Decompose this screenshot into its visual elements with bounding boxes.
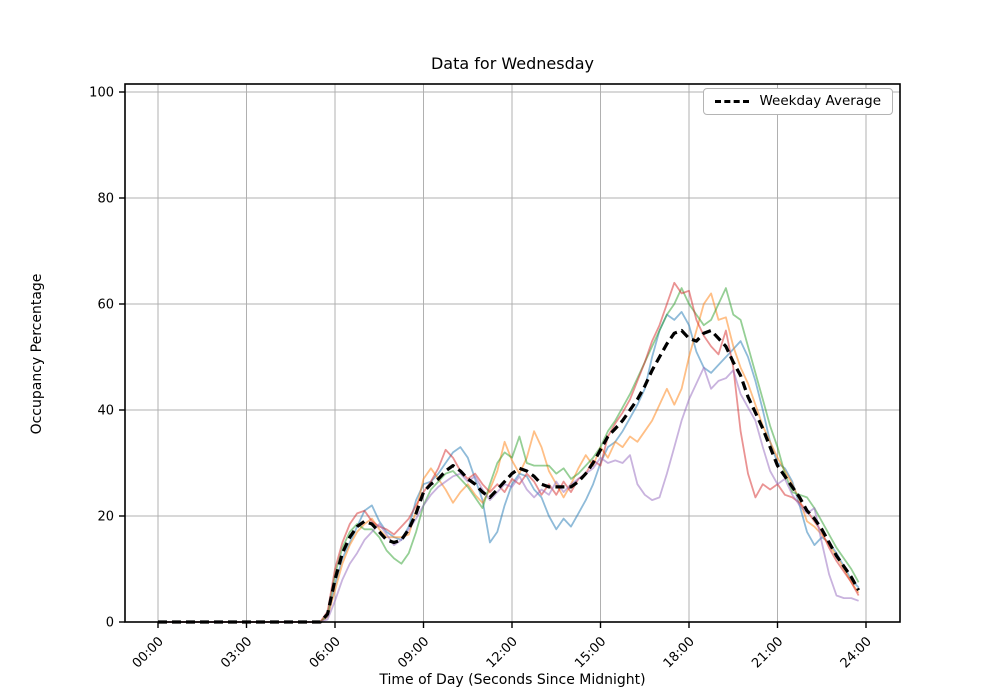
- chart-title: Data for Wednesday: [430, 54, 594, 73]
- legend: Weekday Average: [703, 88, 893, 115]
- y-tick-label: 100: [89, 86, 114, 101]
- series-line-weekday-series-3: [158, 287, 860, 623]
- x-tick-label: 15:00: [572, 634, 609, 671]
- x-axis-label: Time of Day (Seconds Since Midnight): [379, 672, 646, 688]
- x-tick-label: 12:00: [484, 634, 521, 671]
- series-line-weekday-series-1: [158, 310, 860, 623]
- legend-label: Weekday Average: [759, 93, 881, 109]
- y-tick-label: 40: [97, 404, 114, 419]
- y-tick-label: 0: [106, 616, 114, 631]
- x-tick-label: 06:00: [307, 634, 344, 671]
- y-tick-label: 20: [97, 510, 114, 525]
- x-tick-label: 24:00: [838, 634, 875, 671]
- y-tick-label: 80: [97, 192, 114, 207]
- x-tick-label: 21:00: [749, 634, 786, 671]
- series-line-weekday-series-2: [158, 292, 860, 623]
- x-tick-label: 09:00: [395, 634, 432, 671]
- x-tick-label: 00:00: [130, 634, 167, 671]
- x-tick-label: 18:00: [661, 634, 698, 671]
- dashed-line-icon: [715, 99, 750, 103]
- x-tick-label: 03:00: [218, 634, 255, 671]
- y-tick-label: 60: [97, 298, 114, 313]
- y-axis-label: Occupancy Percentage: [29, 273, 45, 435]
